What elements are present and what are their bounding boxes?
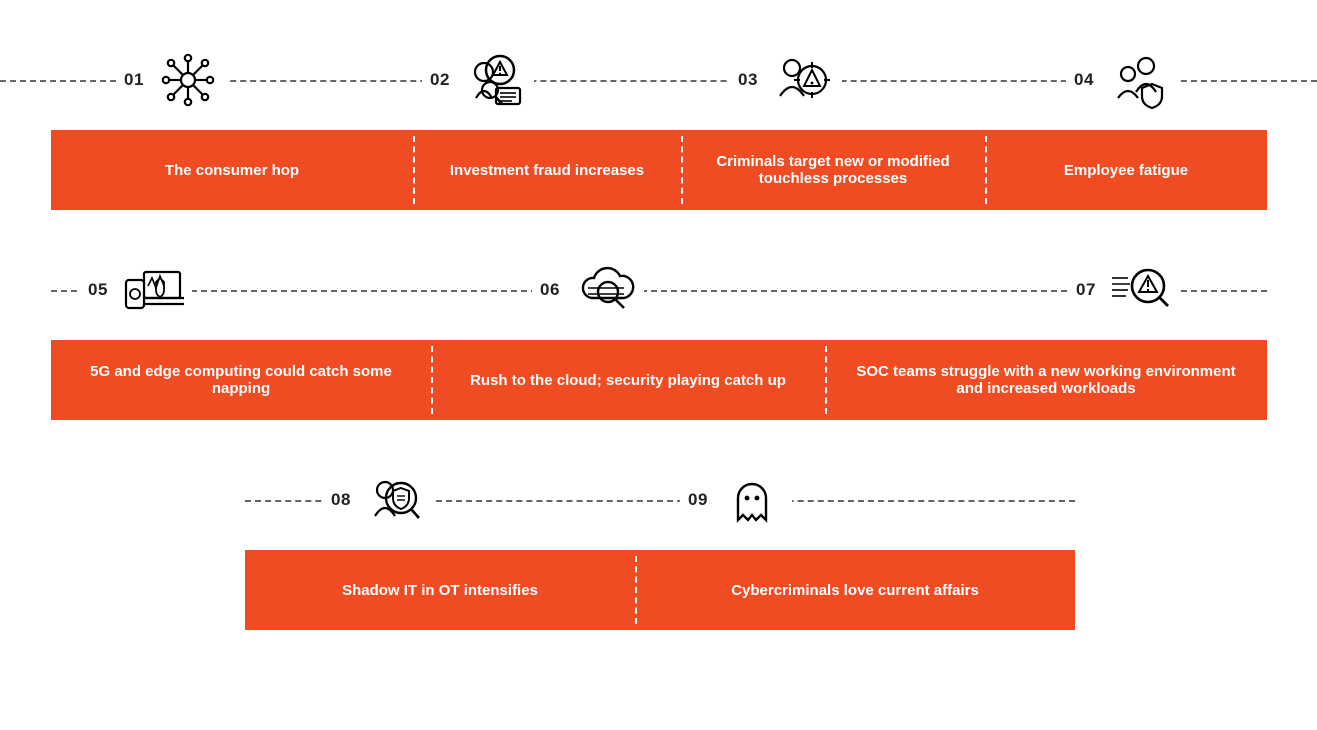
item-header: 03 — [730, 48, 842, 112]
item-number: 09 — [688, 490, 708, 510]
item-number: 01 — [124, 70, 144, 90]
item-header: 06 — [532, 258, 644, 322]
icon-row: 08 09 — [0, 460, 1317, 540]
divider — [681, 136, 683, 204]
item-label: Cybercriminals love current affairs — [635, 550, 1075, 630]
item-header: 05 — [80, 258, 192, 322]
item-number: 03 — [738, 70, 758, 90]
ghost-icon — [720, 468, 784, 532]
divider — [413, 136, 415, 204]
item-number: 02 — [430, 70, 450, 90]
item-header: 01 — [116, 48, 228, 112]
divider — [825, 346, 827, 414]
item-number: 08 — [331, 490, 351, 510]
item-label: Rush to the cloud; security playing catc… — [431, 340, 825, 420]
item-label: The consumer hop — [51, 130, 413, 210]
item-label: 5G and edge computing could catch some n… — [51, 340, 431, 420]
label-row: 5G and edge computing could catch some n… — [0, 340, 1317, 420]
item-label: Criminals target new or modified touchle… — [681, 130, 985, 210]
item-number: 06 — [540, 280, 560, 300]
item-number: 05 — [88, 280, 108, 300]
divider — [985, 136, 987, 204]
person-target-icon — [770, 48, 834, 112]
label-row: Shadow IT in OT intensifiesCybercriminal… — [0, 550, 1317, 630]
infographic-root: 01 02 03 04 The consumer hopInvestment fraud… — [0, 40, 1317, 630]
cloud-search-icon — [572, 258, 636, 322]
devices-edge-icon — [120, 258, 184, 322]
row-1: 01 02 03 04 The consumer hopInvestment fraud… — [0, 40, 1317, 210]
people-shield-icon — [1106, 48, 1170, 112]
row-3: 08 09 Shadow IT in OT intensifiesCybercrim… — [0, 460, 1317, 630]
row-2: 05 06 07 5G and edge computing could catch … — [0, 250, 1317, 420]
fraud-search-icon — [462, 48, 526, 112]
item-number: 07 — [1076, 280, 1096, 300]
item-header: 04 — [1066, 48, 1178, 112]
item-header: 08 — [323, 468, 435, 532]
divider — [431, 346, 433, 414]
icon-row: 05 06 07 — [0, 250, 1317, 330]
item-label: SOC teams struggle with a new working en… — [825, 340, 1267, 420]
label-row: The consumer hopInvestment fraud increas… — [0, 130, 1317, 210]
item-header: 09 — [680, 468, 792, 532]
item-header: 07 — [1068, 258, 1180, 322]
item-label: Shadow IT in OT intensifies — [245, 550, 635, 630]
shield-search-icon — [363, 468, 427, 532]
item-label: Employee fatigue — [985, 130, 1267, 210]
virus-network-icon — [156, 48, 220, 112]
item-number: 04 — [1074, 70, 1094, 90]
item-label: Investment fraud increases — [413, 130, 681, 210]
item-header: 02 — [422, 48, 534, 112]
divider — [635, 556, 637, 624]
alert-search-icon — [1108, 258, 1172, 322]
icon-row: 01 02 03 04 — [0, 40, 1317, 120]
